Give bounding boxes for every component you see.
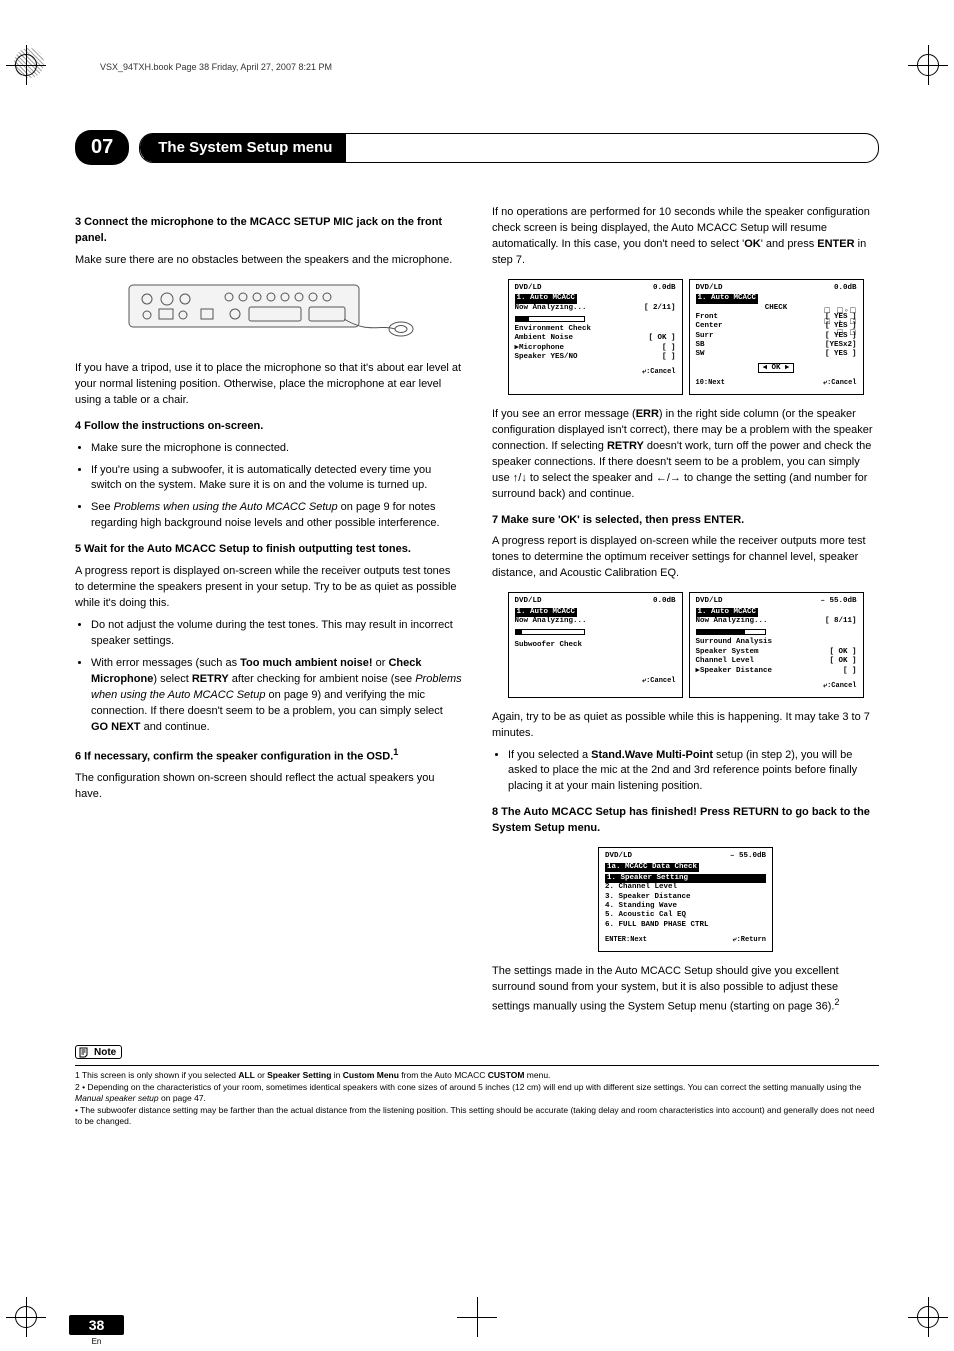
bullet-item: If you're using a subwoofer, it is autom… bbox=[91, 463, 462, 495]
bullet-item: Make sure the microphone is connected. bbox=[91, 441, 462, 457]
body-text: A progress report is displayed on-screen… bbox=[492, 534, 879, 582]
step-5-heading: 5 Wait for the Auto MCACC Setup to finis… bbox=[75, 542, 462, 558]
step-8-heading: 8 The Auto MCACC Setup has finished! Pre… bbox=[492, 805, 879, 837]
left-column: 3 Connect the microphone to the MCACC SE… bbox=[75, 205, 462, 1021]
osd-screen: DVD/LD– 55.0dB 1a. MCACC Data Check 1. S… bbox=[598, 847, 773, 952]
running-header: VSX_94TXH.book Page 38 Friday, April 27,… bbox=[100, 62, 332, 72]
footnote-1: 1 This screen is only shown if you selec… bbox=[75, 1070, 879, 1081]
osd-data-check: DVD/LD– 55.0dB 1a. MCACC Data Check 1. S… bbox=[492, 847, 879, 952]
body-text: If you have a tripod, use it to place th… bbox=[75, 361, 462, 409]
chapter-title: The System Setup menu bbox=[144, 133, 346, 162]
osd-analysis-pair: DVD/LD0.0dB 1. Auto MCACC Now Analyzing.… bbox=[492, 592, 879, 697]
divider bbox=[75, 1065, 879, 1066]
step-7-heading: 7 Make sure 'OK' is selected, then press… bbox=[492, 513, 879, 529]
osd-screen: DVD/LD0.0dB 1. Auto MCACC CHECK Front[ Y… bbox=[689, 279, 864, 395]
footnote-3: • The subwoofer distance setting may be … bbox=[75, 1105, 879, 1128]
crop-mark-icon bbox=[908, 1297, 948, 1337]
step-6-heading: 6 If necessary, confirm the speaker conf… bbox=[75, 746, 462, 766]
front-panel-diagram bbox=[75, 279, 462, 349]
crop-mark-icon bbox=[908, 45, 948, 85]
crop-mark-icon bbox=[457, 1297, 497, 1337]
bullet-item: With error messages (such as Too much am… bbox=[91, 656, 462, 736]
body-text: If you see an error message (ERR) in the… bbox=[492, 407, 879, 503]
osd-screen: DVD/LD0.0dB 1. Auto MCACC Now Analyzing.… bbox=[508, 592, 683, 697]
body-text: If no operations are performed for 10 se… bbox=[492, 205, 879, 269]
note-label: Note bbox=[94, 1047, 116, 1058]
body-text: Again, try to be as quiet as possible wh… bbox=[492, 710, 879, 742]
bullet-item: Do not adjust the volume during the test… bbox=[91, 618, 462, 650]
body-text: Make sure there are no obstacles between… bbox=[75, 253, 462, 269]
crop-mark-icon bbox=[6, 45, 46, 85]
crop-mark-icon bbox=[6, 1297, 46, 1337]
body-text: The configuration shown on-screen should… bbox=[75, 771, 462, 803]
chapter-number: 07 bbox=[75, 130, 129, 165]
body-text: A progress report is displayed on-screen… bbox=[75, 564, 462, 612]
osd-screen: DVD/LD– 55.0dB 1. Auto MCACC Now Analyzi… bbox=[689, 592, 864, 697]
step-4-heading: 4 Follow the instructions on-screen. bbox=[75, 419, 462, 435]
language-code: En bbox=[69, 1337, 124, 1346]
osd-env-check-pair: DVD/LD0.0dB 1. Auto MCACC Now Analyzing.… bbox=[492, 279, 879, 395]
chapter-title-bar: 07 The System Setup menu bbox=[75, 130, 879, 165]
footnotes: 1 This screen is only shown if you selec… bbox=[75, 1070, 879, 1127]
note-icon: Note bbox=[75, 1045, 122, 1059]
osd-screen: DVD/LD0.0dB 1. Auto MCACC Now Analyzing.… bbox=[508, 279, 683, 395]
chapter-title-pill: The System Setup menu bbox=[139, 133, 879, 163]
step-3-heading: 3 Connect the microphone to the MCACC SE… bbox=[75, 215, 462, 247]
body-text: The settings made in the Auto MCACC Setu… bbox=[492, 964, 879, 1015]
page-number: 38 bbox=[69, 1315, 124, 1335]
bullet-item: If you selected a Stand.Wave Multi-Point… bbox=[508, 748, 879, 796]
right-column: If no operations are performed for 10 se… bbox=[492, 205, 879, 1021]
page-number-block: 38 En bbox=[69, 1315, 124, 1346]
footnote-2: 2 • Depending on the characteristics of … bbox=[75, 1082, 879, 1105]
speaker-map-icon: □ □◦□□ ◦ □ □ □ bbox=[824, 306, 856, 340]
bullet-item: See Problems when using the Auto MCACC S… bbox=[91, 500, 462, 532]
